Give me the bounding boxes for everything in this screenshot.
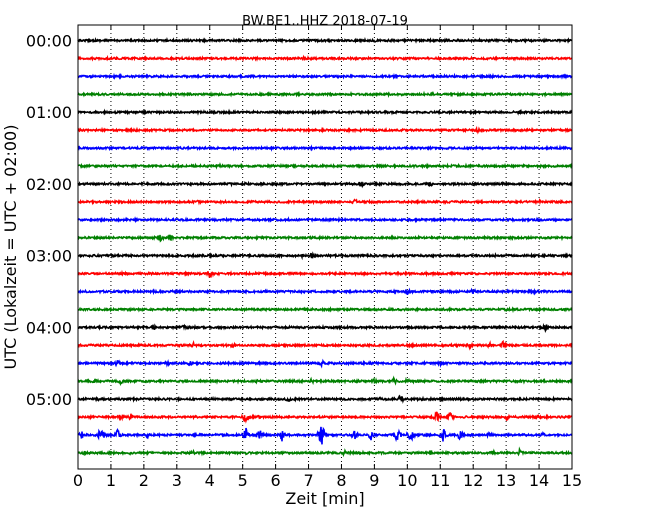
- trace-line: [77, 197, 573, 206]
- x-tick-label: 4: [205, 471, 215, 490]
- trace-line: [77, 37, 573, 44]
- grid: [110, 25, 540, 469]
- trace-line: [77, 358, 573, 369]
- y-axis-label: UTC (Lokalzeit = UTC + 02:00): [1, 125, 20, 370]
- x-tick-label: 13: [496, 471, 516, 490]
- trace-line: [77, 287, 573, 296]
- traces: [77, 37, 573, 458]
- trace-line: [77, 162, 573, 170]
- trace-line: [77, 446, 573, 458]
- y-tick-label: 01:00: [26, 103, 72, 122]
- trace-line: [77, 234, 573, 243]
- y-tick-label: 00:00: [26, 32, 72, 51]
- trace-line: [77, 426, 573, 445]
- trace-line: [77, 411, 573, 424]
- y-tick-label: 02:00: [26, 175, 72, 194]
- x-tick-label: 9: [369, 471, 379, 490]
- x-tick-label: 1: [106, 471, 116, 490]
- y-tick-label: 05:00: [26, 390, 72, 409]
- y-tick-label: 04:00: [26, 318, 72, 337]
- x-tick-label: 6: [271, 471, 281, 490]
- x-tick-label: 11: [430, 471, 450, 490]
- trace-line: [77, 339, 573, 351]
- x-tick-label: 14: [529, 471, 549, 490]
- y-tick-label: 03:00: [26, 247, 72, 266]
- plot-frame: [77, 24, 573, 470]
- x-tick-label: 0: [73, 471, 83, 490]
- trace-line: [77, 125, 573, 135]
- chart-title: BW.BE1..HHZ 2018-07-19: [242, 14, 408, 29]
- trace-line: [77, 322, 573, 334]
- trace-line: [77, 375, 573, 387]
- x-tick-label: 8: [336, 471, 346, 490]
- x-tick-label: 3: [172, 471, 182, 490]
- trace-line: [77, 251, 573, 261]
- trace-line: [77, 144, 573, 152]
- trace-line: [77, 108, 573, 116]
- trace-line: [77, 72, 573, 80]
- trace-line: [77, 180, 573, 189]
- trace-line: [77, 90, 573, 99]
- x-tick-label: 7: [303, 471, 313, 490]
- trace-line: [77, 305, 573, 314]
- x-tick-label: 5: [238, 471, 248, 490]
- trace-line: [77, 54, 573, 62]
- trace-line: [77, 269, 573, 278]
- x-axis-label: Zeit [min]: [285, 489, 364, 508]
- x-tick-label: 15: [562, 471, 582, 490]
- trace-line: [77, 216, 573, 224]
- x-tick-label: 2: [139, 471, 149, 490]
- trace-line: [77, 394, 573, 404]
- x-tick-label: 10: [397, 471, 417, 490]
- axes: 0 1 2 3 4 5 6 7 8 9 10 11 12 13 14 1500:0001:0002:0003:…: [26, 25, 582, 490]
- x-tick-label: 12: [463, 471, 483, 490]
